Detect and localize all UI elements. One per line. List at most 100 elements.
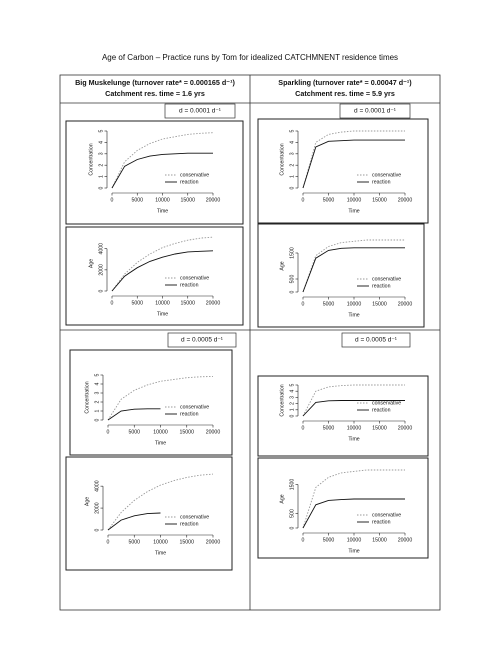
y-tick-label: 1500 bbox=[289, 247, 295, 259]
x-tick-label: 15000 bbox=[181, 300, 196, 306]
x-axis-label: Time bbox=[155, 440, 166, 446]
y-axis-label: Age bbox=[88, 259, 94, 268]
series-line bbox=[302, 239, 405, 293]
x-tick-label: 10000 bbox=[155, 197, 170, 203]
x-tick-label: 0 bbox=[302, 425, 305, 431]
x-tick-label: 10000 bbox=[347, 197, 362, 203]
y-tick-label: 4000 bbox=[94, 480, 100, 492]
x-tick-label: 5000 bbox=[323, 197, 335, 203]
legend-label: reaction bbox=[372, 407, 391, 413]
series-line bbox=[302, 384, 405, 417]
series-line bbox=[107, 512, 161, 531]
y-tick-label: 0 bbox=[289, 526, 295, 529]
y-tick-label: 3 bbox=[94, 391, 100, 394]
y-tick-label: 1 bbox=[289, 408, 295, 411]
series-line bbox=[111, 236, 214, 292]
x-tick-label: 15000 bbox=[372, 197, 387, 203]
x-tick-label: 5000 bbox=[323, 301, 335, 307]
x-tick-label: 15000 bbox=[180, 539, 195, 545]
x-tick-label: 20000 bbox=[206, 429, 221, 435]
series-line bbox=[111, 132, 214, 189]
y-tick-label: 4 bbox=[98, 141, 104, 144]
decay-label: d = 0.0005 d⁻¹ bbox=[181, 337, 224, 344]
x-tick-label: 15000 bbox=[372, 537, 387, 543]
legend-label: conservative bbox=[372, 276, 401, 282]
column-subheader: Catchment res. time = 1.6 yrs bbox=[105, 89, 205, 98]
y-tick-label: 3 bbox=[98, 152, 104, 155]
legend-label: conservative bbox=[372, 400, 401, 406]
x-tick-label: 0 bbox=[111, 300, 114, 306]
y-tick-label: 1 bbox=[98, 175, 104, 178]
plot-frame bbox=[257, 118, 429, 224]
series-line bbox=[302, 139, 405, 189]
label-box bbox=[341, 332, 411, 348]
y-tick-label: 4000 bbox=[98, 243, 104, 255]
x-tick-label: 10000 bbox=[347, 537, 362, 543]
x-tick-label: 0 bbox=[107, 429, 110, 435]
column-subheader: Catchment res. time = 5.9 yrs bbox=[295, 89, 395, 98]
legend-label: reaction bbox=[180, 521, 199, 527]
series-line bbox=[111, 250, 214, 292]
x-tick-label: 10000 bbox=[347, 425, 362, 431]
y-tick-label: 4 bbox=[289, 141, 295, 144]
legend-label: conservative bbox=[180, 172, 209, 178]
legend-label: reaction bbox=[180, 411, 199, 417]
x-tick-label: 15000 bbox=[180, 429, 195, 435]
y-tick-label: 2000 bbox=[98, 264, 104, 276]
series-line bbox=[302, 469, 405, 529]
legend-label: conservative bbox=[180, 404, 209, 410]
plot-frame bbox=[69, 349, 233, 456]
y-tick-label: 0 bbox=[289, 186, 295, 189]
y-tick-label: 3 bbox=[289, 396, 295, 399]
plot-frame bbox=[65, 226, 244, 326]
plot-frame bbox=[257, 375, 429, 457]
y-tick-label: 5 bbox=[94, 373, 100, 376]
y-tick-label: 0 bbox=[289, 414, 295, 417]
y-tick-label: 1 bbox=[289, 175, 295, 178]
legend-label: conservative bbox=[372, 172, 401, 178]
decay-label: d = 0.0001 d⁻¹ bbox=[354, 108, 397, 115]
x-tick-label: 10000 bbox=[153, 539, 168, 545]
x-tick-label: 5000 bbox=[323, 425, 335, 431]
x-tick-label: 20000 bbox=[398, 197, 413, 203]
x-tick-label: 5000 bbox=[131, 300, 143, 306]
x-tick-label: 0 bbox=[111, 197, 114, 203]
y-axis-label: Concentration bbox=[279, 143, 285, 175]
y-tick-label: 1 bbox=[94, 409, 100, 412]
y-tick-label: 4 bbox=[289, 390, 295, 393]
decay-label: d = 0.0001 d⁻¹ bbox=[179, 108, 222, 115]
x-axis-label: Time bbox=[348, 548, 359, 554]
y-axis-label: Concentration bbox=[279, 384, 285, 416]
y-tick-label: 500 bbox=[289, 509, 295, 518]
legend-label: conservative bbox=[180, 275, 209, 281]
x-tick-label: 0 bbox=[302, 197, 305, 203]
x-tick-label: 0 bbox=[302, 301, 305, 307]
page-title: Age of Carbon – Practice runs by Tom for… bbox=[102, 53, 398, 62]
column-header: Sparkling (turnover rate* = 0.00047 d⁻¹) bbox=[278, 78, 412, 87]
y-tick-label: 5 bbox=[289, 129, 295, 132]
x-tick-label: 10000 bbox=[155, 300, 170, 306]
y-axis-label: Concentration bbox=[88, 143, 94, 175]
y-tick-label: 5 bbox=[98, 129, 104, 132]
series-line bbox=[111, 152, 213, 189]
x-tick-label: 20000 bbox=[398, 537, 413, 543]
x-tick-label: 5000 bbox=[128, 539, 140, 545]
label-box bbox=[167, 332, 237, 348]
legend-label: reaction bbox=[372, 519, 391, 525]
x-tick-label: 20000 bbox=[206, 539, 221, 545]
x-tick-label: 20000 bbox=[206, 197, 221, 203]
y-tick-label: 0 bbox=[98, 186, 104, 189]
x-axis-label: Time bbox=[348, 436, 359, 442]
x-tick-label: 10000 bbox=[153, 429, 168, 435]
legend-label: reaction bbox=[372, 283, 391, 289]
x-tick-label: 5000 bbox=[131, 197, 143, 203]
series-line bbox=[302, 498, 405, 529]
x-tick-label: 5000 bbox=[323, 537, 335, 543]
x-tick-label: 20000 bbox=[398, 425, 413, 431]
series-line bbox=[302, 400, 405, 417]
x-axis-label: Time bbox=[157, 311, 168, 317]
y-tick-label: 2 bbox=[289, 164, 295, 167]
y-axis-label: Age bbox=[279, 494, 285, 503]
y-tick-label: 2 bbox=[289, 402, 295, 405]
y-tick-label: 2000 bbox=[94, 502, 100, 514]
